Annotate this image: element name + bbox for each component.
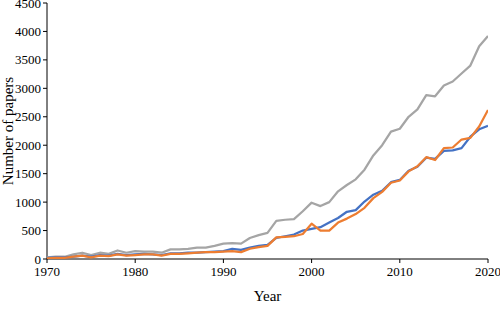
- y-tick-label: 2500: [15, 109, 41, 124]
- series-line: [47, 126, 488, 258]
- x-tick-label: 2000: [299, 264, 325, 279]
- x-tick-label: 1990: [210, 264, 236, 279]
- plot-area: [47, 36, 488, 258]
- x-tick-label: 1980: [122, 264, 148, 279]
- x-axis-label: Year: [254, 288, 282, 304]
- y-tick-label: 1500: [15, 166, 41, 181]
- y-tick-label: 3000: [15, 81, 41, 96]
- y-tick: [43, 116, 47, 117]
- series-line: [47, 36, 488, 257]
- x-tick: [311, 259, 312, 263]
- y-tick: [43, 3, 47, 4]
- y-axis: [47, 3, 48, 259]
- y-tick-label: 3500: [15, 52, 41, 67]
- y-tick-label: 4000: [15, 24, 41, 39]
- y-tick: [43, 259, 47, 260]
- x-tick: [399, 259, 400, 263]
- x-tick-label: 1970: [34, 264, 60, 279]
- y-tick-label: 4500: [15, 0, 41, 11]
- y-tick: [43, 88, 47, 89]
- x-tick: [47, 259, 48, 263]
- chart: 0500100015002000250030003500400045001970…: [0, 0, 500, 310]
- x-tick-label: 2020: [475, 264, 500, 279]
- y-tick-label: 1000: [15, 195, 41, 210]
- y-tick: [43, 31, 47, 32]
- y-tick-label: 2000: [15, 138, 41, 153]
- y-axis-label: Number of papers: [0, 77, 16, 185]
- x-tick-label: 2010: [387, 264, 413, 279]
- y-tick: [43, 202, 47, 203]
- series-line: [47, 110, 488, 258]
- y-tick: [43, 59, 47, 60]
- y-tick: [43, 145, 47, 146]
- x-tick: [488, 259, 489, 263]
- y-tick: [43, 173, 47, 174]
- x-tick: [135, 259, 136, 263]
- x-axis: [47, 259, 488, 260]
- y-tick-label: 500: [22, 223, 42, 238]
- y-tick: [43, 230, 47, 231]
- x-tick: [223, 259, 224, 263]
